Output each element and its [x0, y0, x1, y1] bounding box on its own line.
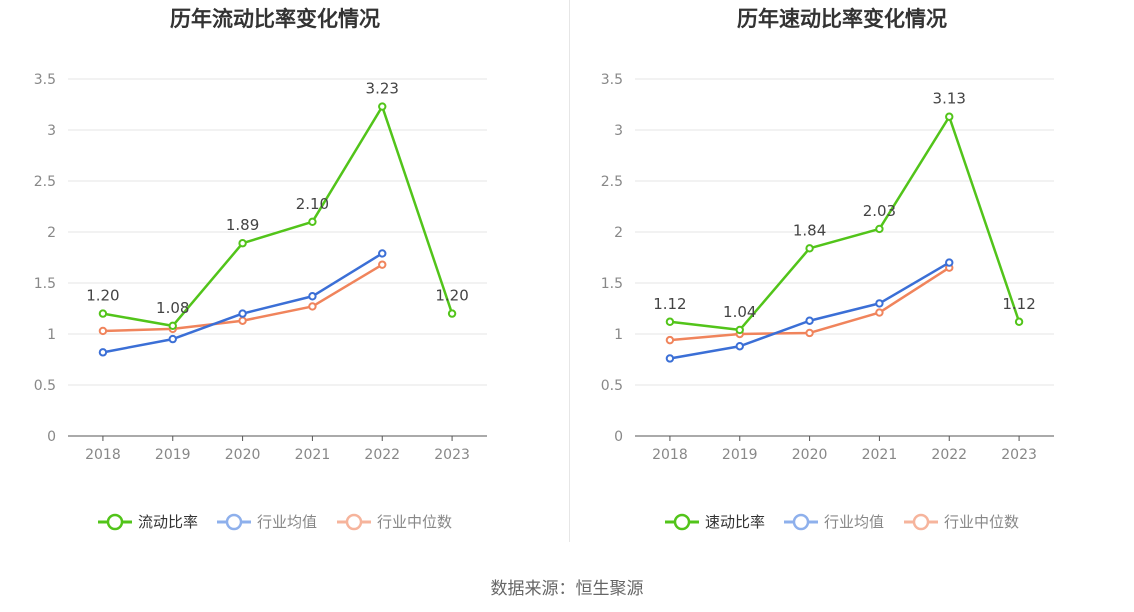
data-point-median [238, 316, 247, 325]
data-point-median [805, 328, 814, 338]
y-tick-label: 2 [614, 225, 623, 241]
legend-label: 流动比率 [138, 513, 198, 531]
y-tick-label: 0.5 [34, 378, 56, 394]
data-point-main [447, 309, 457, 318]
data-label: 2.10 [296, 195, 329, 213]
legend-swatch-marker [345, 513, 363, 531]
data-label: 1.89 [226, 216, 259, 234]
y-tick-label: 0 [47, 429, 56, 445]
data-point-main [735, 325, 744, 335]
quick-ratio-chart: 历年速动比率变化情况 0 0.5 1 1.5 2 2.5 3 3.5 2018 2019 2020 20… [567, 0, 1134, 560]
data-label: 1.20 [435, 287, 468, 305]
data-point-avg [238, 309, 247, 318]
y-tick-label: 2.5 [34, 174, 56, 190]
x-tick-label: 2023 [1001, 447, 1037, 463]
data-point-main [98, 309, 108, 318]
data-label: 1.12 [653, 295, 686, 313]
legend-label: 行业均值 [257, 513, 317, 531]
data-label: 3.23 [366, 80, 399, 98]
current-ratio-chart: 历年流动比率变化情况 0 0.5 1 1.5 2 2.5 3 3.5 2018 2019 2020 20… [0, 0, 567, 560]
data-point-main [665, 317, 675, 326]
y-tick-label: 3 [614, 123, 623, 139]
data-point-median [665, 335, 675, 345]
data-point-avg [168, 334, 177, 344]
y-tick-label: 2.5 [601, 174, 623, 190]
y-tick-label: 2 [47, 225, 56, 241]
y-tick-label: 0.5 [601, 378, 623, 394]
quick-ratio-chart-svg: 历年速动比率变化情况 0 0.5 1 1.5 2 2.5 3 3.5 2018 2019 2020 20… [601, 7, 1054, 531]
data-point-avg [735, 342, 744, 351]
chart-title: 历年速动比率变化情况 [737, 7, 947, 31]
legend-label: 速动比率 [705, 513, 765, 531]
y-tick-label: 3.5 [601, 72, 623, 88]
data-point-main [805, 244, 814, 253]
current-ratio-chart-svg: 历年流动比率变化情况 0 0.5 1 1.5 2 2.5 3 3.5 2018 2019 2020 20… [34, 7, 487, 531]
data-point-main [378, 102, 387, 111]
data-point-main [308, 217, 317, 227]
legend-swatch-marker [912, 513, 930, 531]
x-tick-label: 2018 [652, 447, 688, 463]
y-tick-label: 1.5 [34, 276, 56, 292]
y-tick-label: 3.5 [34, 72, 56, 88]
x-tick-label: 2023 [434, 447, 470, 463]
legend-label: 行业均值 [824, 513, 884, 531]
data-point-avg [875, 299, 884, 308]
data-point-avg [665, 354, 675, 363]
y-tick-label: 1 [47, 327, 56, 343]
y-tick-label: 0 [614, 429, 623, 445]
x-tick-label: 2019 [722, 447, 758, 463]
x-tick-label: 2022 [931, 447, 967, 463]
legend-swatch-marker [673, 513, 691, 531]
data-point-main [945, 112, 954, 121]
data-label: 2.03 [863, 202, 896, 220]
y-tick-label: 1.5 [601, 276, 623, 292]
legend-swatch-marker [106, 513, 124, 531]
data-label: 3.13 [933, 90, 966, 108]
x-tick-label: 2021 [295, 447, 331, 463]
legend-label: 行业中位数 [377, 513, 452, 531]
data-point-median [378, 260, 387, 269]
y-tick-label: 1 [614, 327, 623, 343]
chart-divider [569, 0, 570, 542]
data-point-avg [378, 249, 387, 258]
data-label: 1.04 [723, 303, 756, 321]
series-line-main [102, 105, 454, 328]
data-point-avg [805, 316, 814, 325]
chart-title: 历年流动比率变化情况 [170, 7, 380, 31]
data-label: 1.12 [1002, 295, 1035, 313]
data-point-avg [308, 292, 317, 301]
data-point-median [98, 326, 108, 336]
legend-swatch-marker [792, 513, 810, 531]
data-label: 1.84 [793, 221, 826, 239]
x-tick-label: 2018 [85, 447, 121, 463]
data-point-main [1014, 317, 1024, 326]
data-point-main [238, 239, 247, 248]
data-point-median [875, 308, 884, 317]
data-source-note: 数据来源：恒生聚源 [490, 579, 644, 599]
series-line-main [669, 115, 1021, 332]
series-line-avg [102, 252, 383, 354]
legend-label: 行业中位数 [944, 513, 1019, 531]
series-line-avg [669, 261, 950, 360]
x-tick-label: 2020 [225, 447, 261, 463]
data-label: 1.08 [156, 299, 189, 317]
x-tick-label: 2020 [792, 447, 828, 463]
data-label: 1.20 [86, 287, 119, 305]
x-tick-label: 2019 [155, 447, 191, 463]
x-tick-label: 2021 [862, 447, 898, 463]
data-point-avg [945, 258, 954, 267]
data-point-avg [98, 348, 108, 357]
data-point-main [875, 224, 884, 234]
data-point-median [308, 302, 317, 311]
x-tick-label: 2022 [364, 447, 400, 463]
legend-swatch-marker [225, 513, 243, 531]
y-tick-label: 3 [47, 123, 56, 139]
data-point-main [168, 321, 177, 331]
